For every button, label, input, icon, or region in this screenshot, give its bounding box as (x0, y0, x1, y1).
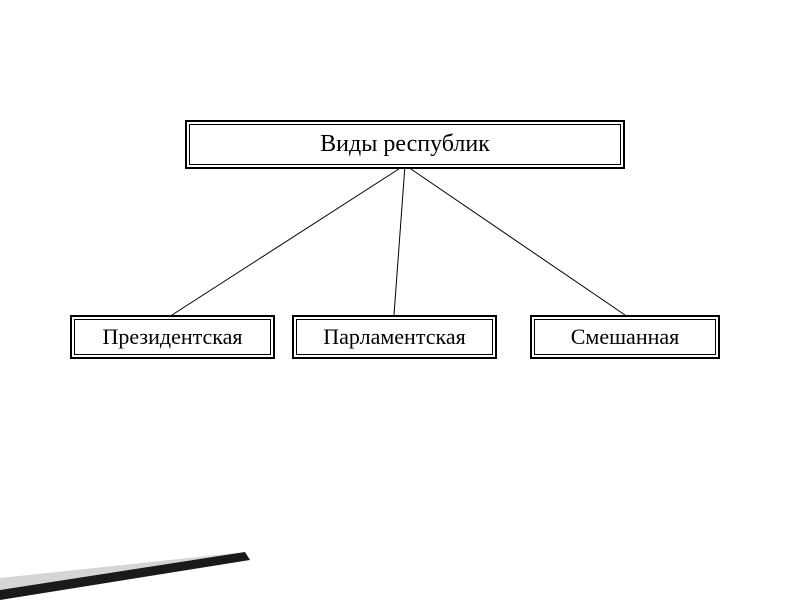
child-node-3-inner: Смешанная (534, 319, 716, 355)
corner-decoration (0, 0, 800, 600)
child-node-2: Парламентская (292, 315, 497, 359)
decoration-light-wedge (0, 552, 245, 590)
connector-line-2 (394, 165, 405, 315)
root-label: Виды республик (320, 131, 490, 157)
child-node-1-inner: Президентская (74, 319, 271, 355)
child-node-2-inner: Парламентская (296, 319, 493, 355)
child-node-3: Смешанная (530, 315, 720, 359)
child-3-label: Смешанная (571, 324, 680, 349)
child-node-1: Президентская (70, 315, 275, 359)
root-node-inner: Виды республик (189, 124, 621, 165)
connector-lines (0, 0, 800, 600)
child-2-label: Парламентская (323, 324, 465, 349)
diagram-container: Виды республик Президентская Парламентск… (0, 0, 800, 600)
connector-line-1 (172, 165, 405, 315)
root-node: Виды республик (185, 120, 625, 169)
connector-line-3 (405, 165, 625, 315)
child-1-label: Президентская (102, 324, 242, 349)
decoration-dark-wedge (0, 552, 250, 600)
